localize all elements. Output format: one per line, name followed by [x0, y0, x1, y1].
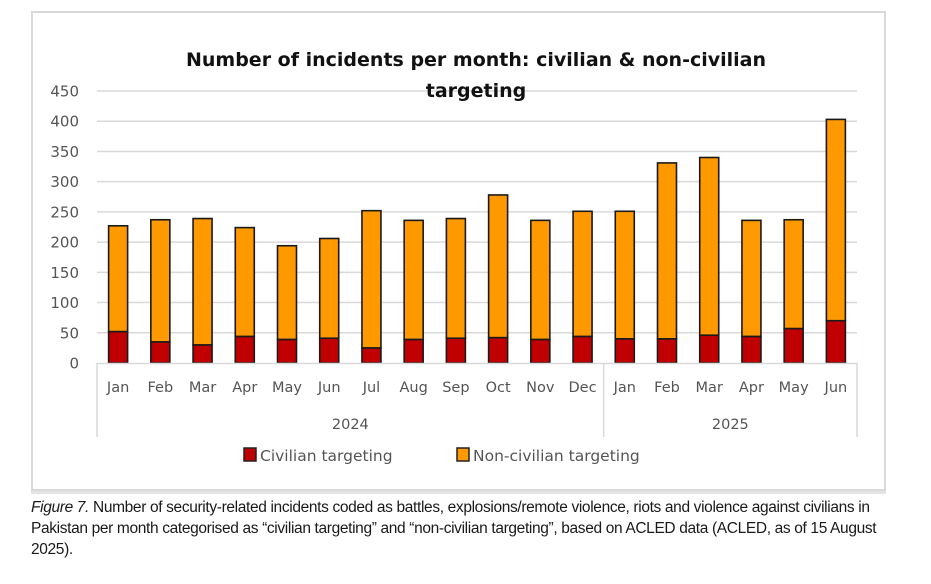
- legend-label-civilian: Civilian targeting: [260, 447, 393, 465]
- x-tick-label: Sep: [442, 380, 469, 396]
- x-tick-label: Mar: [696, 380, 723, 396]
- bar-non-civilian: [234, 226, 256, 338]
- bar-civilian: [530, 338, 551, 364]
- bar-civilian: [487, 336, 509, 364]
- figure-label: Figure 7.: [31, 499, 90, 516]
- x-tick-label: Jun: [824, 380, 848, 396]
- y-axis-ticks: 0 50 100 150 200 250 300 350 400 450: [50, 83, 79, 373]
- x-axis: Jan Feb Mar Apr May Jun Jul Aug Sep Oct Nov Dec Jan F…: [96, 362, 858, 437]
- gridlines: [97, 90, 857, 334]
- legend-swatch-civilian: [243, 447, 257, 462]
- chart-title-line-2: targeting: [426, 80, 526, 102]
- legend-swatch-non-civilian: [456, 447, 470, 462]
- bar-civilian: [150, 341, 171, 364]
- bar-civilian: [361, 347, 382, 364]
- y-tick-label: 50: [60, 324, 79, 342]
- x-tick-label: Dec: [569, 380, 597, 396]
- bar-non-civilian: [530, 219, 551, 341]
- chart-title-line-1: Number of incidents per month: civilian …: [186, 49, 766, 71]
- bar-civilian: [403, 338, 424, 364]
- x-tick-label: Nov: [526, 380, 555, 396]
- bar-non-civilian: [445, 217, 467, 340]
- bar-non-civilian: [572, 210, 593, 338]
- bar-civilian: [192, 344, 213, 364]
- y-tick-label: 350: [50, 143, 79, 161]
- bar-civilian: [741, 335, 762, 364]
- bar-non-civilian: [361, 209, 382, 349]
- bar-non-civilian: [614, 210, 636, 340]
- x-tick-label: Apr: [739, 380, 764, 396]
- bar-non-civilian: [487, 194, 509, 339]
- bar-non-civilian: [741, 219, 762, 338]
- x-tick-label: Mar: [189, 380, 216, 396]
- bar-non-civilian: [403, 219, 424, 341]
- y-tick-label: 400: [50, 113, 79, 131]
- bar-civilian: [276, 338, 298, 364]
- bar-civilian: [698, 334, 720, 364]
- bar-civilian: [783, 327, 804, 364]
- bar-non-civilian: [150, 218, 171, 343]
- x-tick-label: Jul: [362, 380, 381, 396]
- bar-non-civilian: [783, 218, 804, 330]
- bar-non-civilian: [276, 244, 298, 341]
- bar-civilian: [614, 338, 636, 364]
- y-tick-label: 300: [50, 173, 79, 191]
- year-group-label: 2025: [712, 417, 749, 433]
- y-tick-label: 150: [50, 264, 79, 282]
- y-tick-label: 0: [69, 355, 79, 373]
- x-tick-label: Jan: [613, 380, 636, 396]
- bars: [107, 118, 847, 364]
- bar-non-civilian: [192, 217, 213, 346]
- x-tick-label: Apr: [232, 380, 257, 396]
- bar-civilian: [656, 338, 678, 364]
- bar-civilian: [234, 335, 256, 364]
- figure-caption: Figure 7. Number of security-related inc…: [31, 497, 891, 560]
- bar-non-civilian: [656, 162, 678, 340]
- y-tick-label: 450: [50, 83, 79, 101]
- bar-civilian: [318, 337, 340, 364]
- year-group-label: 2024: [332, 417, 369, 433]
- x-tick-label: Oct: [486, 380, 511, 396]
- y-tick-label: 100: [50, 294, 79, 312]
- y-tick-label: 200: [50, 234, 79, 252]
- x-tick-label: May: [779, 380, 809, 396]
- bar-civilian: [572, 335, 593, 364]
- x-tick-label: Feb: [147, 380, 173, 396]
- x-tick-label: Feb: [654, 380, 680, 396]
- bar-civilian: [107, 330, 129, 364]
- bar-civilian: [445, 337, 467, 364]
- bar-non-civilian: [318, 237, 340, 340]
- caption-text: Number of security-related incidents cod…: [31, 499, 877, 558]
- bar-non-civilian: [825, 118, 847, 322]
- x-tick-label: Jun: [317, 380, 341, 396]
- y-tick-label: 250: [50, 203, 79, 221]
- bar-civilian: [825, 319, 847, 364]
- x-tick-label: Jan: [106, 380, 129, 396]
- legend-label-non-civilian: Non-civilian targeting: [473, 447, 640, 465]
- legend: Civilian targeting Non-civilian targetin…: [243, 447, 640, 465]
- bar-non-civilian: [107, 224, 129, 333]
- bar-non-civilian: [698, 156, 720, 336]
- x-tick-label: May: [272, 380, 302, 396]
- x-tick-label: Aug: [400, 380, 428, 396]
